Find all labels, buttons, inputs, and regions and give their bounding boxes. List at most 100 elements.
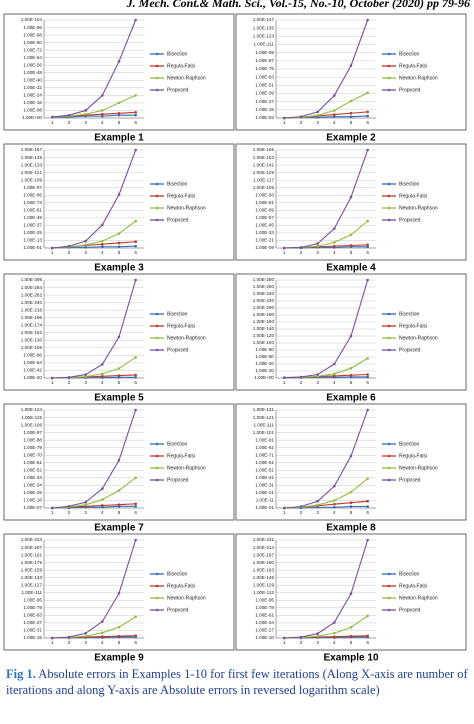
x-tick-label: 3 <box>84 510 87 515</box>
x-tick-label: 3 <box>84 640 87 645</box>
y-tick-label: 1.00E-44 <box>255 620 274 625</box>
data-point <box>117 374 121 377</box>
data-point <box>366 91 369 95</box>
legend-marker <box>155 584 159 588</box>
legend-marker <box>387 324 391 328</box>
chart-title: Example 10 <box>323 653 378 664</box>
x-tick-label: 1 <box>283 120 286 125</box>
y-tick-label: 1.00E-127 <box>21 582 43 587</box>
legend-label: Regula-Falsi <box>399 583 427 589</box>
legend-marker <box>387 206 391 210</box>
legend-label: Bisection <box>399 571 420 577</box>
legend-label: Newton-Raphson <box>167 205 206 211</box>
legend-marker <box>155 312 159 316</box>
data-point <box>134 476 137 480</box>
caption-text: Absolute errors in Examples 1-10 for fir… <box>6 667 468 697</box>
data-point <box>283 636 286 640</box>
y-tick-label: 1.00E-165 <box>253 147 275 152</box>
y-tick-label: 1.00E-163 <box>253 567 275 572</box>
x-tick-label: 1 <box>51 120 54 125</box>
chart-title: Example 1 <box>94 133 144 144</box>
data-point <box>117 60 121 63</box>
data-point <box>51 636 54 640</box>
data-point <box>134 408 137 412</box>
data-point <box>316 242 319 245</box>
data-point <box>134 538 137 542</box>
y-tick-label: 1.00E-99 <box>255 50 274 55</box>
y-tick-label: 1.00E-231 <box>253 537 275 542</box>
y-tick-label: 1.00E-152 <box>21 330 43 335</box>
legend-marker <box>387 608 391 612</box>
y-tick-label: 1.00E-81 <box>255 445 274 450</box>
y-tick-label: 1.00E-96 <box>23 25 42 30</box>
data-point <box>349 115 353 118</box>
y-tick-label: 1.00E-157 <box>21 147 43 152</box>
x-tick-label: 2 <box>300 640 303 645</box>
y-tick-label: 1.00E-104 <box>21 17 43 22</box>
y-tick-label: 1.00E-07 <box>23 505 42 510</box>
x-tick-label: 2 <box>68 120 71 125</box>
legend-marker <box>387 478 391 482</box>
chart-panel <box>235 143 467 261</box>
data-point <box>51 376 54 380</box>
legend-label: Proposed <box>399 217 421 223</box>
x-tick-label: 5 <box>350 640 353 645</box>
x-tick-label: 1 <box>283 640 286 645</box>
y-tick-label: 1.00E-109 <box>21 177 43 182</box>
data-point <box>366 373 369 376</box>
data-point <box>316 499 319 503</box>
series-line <box>284 505 368 509</box>
y-tick-label: 1.00E-207 <box>21 545 43 550</box>
data-point <box>117 245 121 249</box>
y-tick-label: 1.00E-145 <box>21 155 43 160</box>
legend-label: Bisection <box>399 51 420 57</box>
x-tick-label: 5 <box>118 510 121 515</box>
data-point <box>51 506 54 510</box>
data-point <box>366 614 369 618</box>
y-tick-label: 1.00E-75 <box>255 66 274 71</box>
x-tick-label: 4 <box>101 120 104 125</box>
y-tick-label: 1.00E-131 <box>253 407 275 412</box>
y-tick-label: 1.00E-240 <box>253 291 275 296</box>
data-point <box>117 101 121 105</box>
y-tick-label: 1.00E-95 <box>23 598 42 603</box>
series-line <box>52 279 137 379</box>
legend-marker <box>155 206 159 210</box>
series-line <box>52 477 137 509</box>
data-point <box>333 505 336 509</box>
chart-panel <box>235 13 467 131</box>
series-line <box>284 149 369 249</box>
data-point <box>366 114 369 118</box>
data-point <box>101 631 104 635</box>
legend-label: Proposed <box>167 477 189 483</box>
data-point <box>366 538 369 542</box>
series-line <box>284 92 368 119</box>
data-point <box>84 373 87 376</box>
data-point <box>134 113 137 117</box>
y-tick-label: 1.00E-240 <box>21 300 43 305</box>
data-point <box>117 367 121 370</box>
data-point <box>366 634 369 638</box>
data-point <box>333 631 336 635</box>
x-tick-label: 5 <box>118 250 121 255</box>
data-point <box>316 244 319 248</box>
data-point <box>316 373 319 376</box>
data-point <box>333 244 336 248</box>
legend-label: Newton-Raphson <box>399 205 438 211</box>
legend-marker <box>155 324 159 328</box>
legend-marker <box>155 76 159 80</box>
legend-label: Regula-Falsi <box>399 453 427 459</box>
x-tick-label: 4 <box>101 510 104 515</box>
y-tick-label: 1.00E-86 <box>23 353 42 358</box>
y-tick-label: 1.00E-262 <box>21 292 43 297</box>
legend-label: Bisection <box>399 441 420 447</box>
data-point <box>333 499 336 502</box>
data-point <box>333 635 336 638</box>
data-point <box>51 115 54 119</box>
legend-label: Bisection <box>399 311 420 317</box>
y-tick-label: 1.00E-180 <box>253 312 275 317</box>
y-tick-label: 1.00E-63 <box>255 74 274 79</box>
data-point <box>316 632 319 635</box>
data-point <box>283 376 286 379</box>
y-tick-label: 1.00E-95 <box>255 598 274 603</box>
